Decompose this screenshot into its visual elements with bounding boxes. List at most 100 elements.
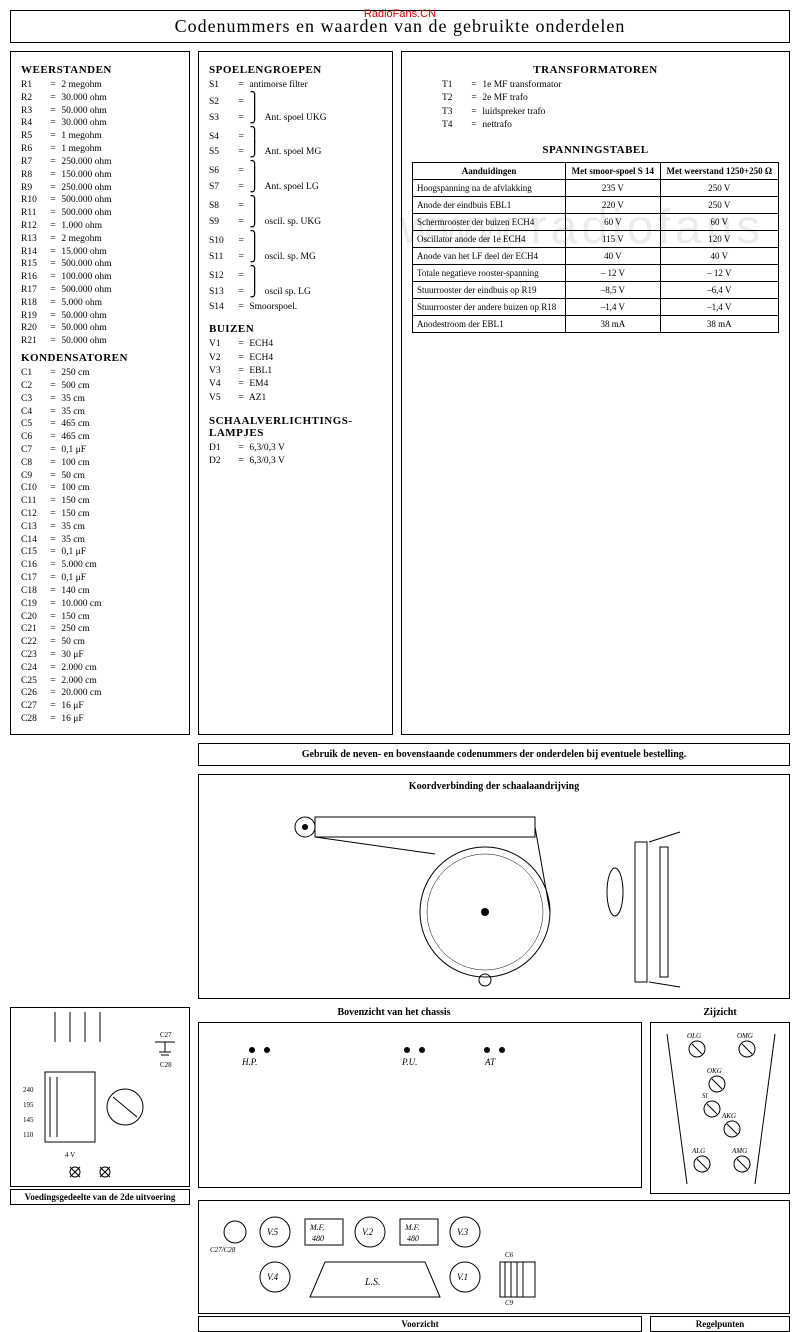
svg-text:OLG: OLG — [687, 1032, 701, 1040]
svg-text:ALG: ALG — [691, 1147, 705, 1155]
table-cell: 60 V — [566, 214, 660, 231]
table-cell: Totale negatieve rooster-spanning — [413, 265, 566, 282]
list-item: R21= 50.000 ohm — [21, 335, 179, 348]
list-item: C23= 30 μF — [21, 649, 179, 662]
table-cell: – 12 V — [566, 265, 660, 282]
note-box: Gebruik de neven- en bovenstaande codenu… — [198, 743, 790, 766]
table-cell: –6,4 V — [660, 282, 778, 299]
list-item: R14= 15.000 ohm — [21, 246, 179, 259]
list-item: C18= 140 cm — [21, 585, 179, 598]
list-item: T1= 1e MF transformator — [442, 79, 779, 92]
table-cell: 115 V — [566, 231, 660, 248]
svg-text:C27: C27 — [160, 1031, 172, 1039]
list-item: C28= 16 μF — [21, 713, 179, 726]
list-item: C6= 465 cm — [21, 431, 179, 444]
spanning-title: SPANNINGSTABEL — [412, 144, 779, 156]
table-cell: –8,5 V — [566, 282, 660, 299]
svg-text:V.4: V.4 — [267, 1272, 279, 1282]
chassis-front-svg: C27/C28 V.5 M.F.480 V.2 M.F.480 V.3 V.4 … — [205, 1207, 783, 1307]
svg-text:AKG: AKG — [721, 1112, 736, 1120]
table-cell: Anode van het LF deel der ECH4 — [413, 248, 566, 265]
list-item: C16= 5.000 cm — [21, 559, 179, 572]
list-item: S5= ⎭ Ant. spoel MG — [209, 142, 382, 161]
list-item: C5= 465 cm — [21, 418, 179, 431]
list-item: S13= ⎭ oscil sp. LG — [209, 282, 382, 301]
svg-text:4 V: 4 V — [65, 1151, 75, 1159]
list-item: R8= 150.000 ohm — [21, 169, 179, 182]
trafo-list: T1= 1e MF transformatorT2= 2e MF trafoT3… — [442, 79, 779, 132]
spoelen-title: SPOELENGROEPEN — [209, 64, 382, 76]
circuit-col: 240 195 145 110 4 V C27 C28 Voedingsgede… — [10, 1007, 190, 1332]
voorzicht-label: Voorzicht — [198, 1316, 642, 1332]
list-item: C4= 35 cm — [21, 406, 179, 419]
table-row: Anode van het LF deel der ECH440 V40 V — [413, 248, 779, 265]
svg-text:C27/C28: C27/C28 — [210, 1246, 236, 1254]
weerstanden-title: WEERSTANDEN — [21, 64, 179, 76]
svg-text:V.2: V.2 — [362, 1227, 374, 1237]
list-item: R13= 2 megohm — [21, 233, 179, 246]
list-item: V2= ECH4 — [209, 352, 382, 365]
list-item: V4= EM4 — [209, 378, 382, 391]
svg-text:M.F.: M.F. — [309, 1223, 325, 1232]
table-cell: Stuurrooster der andere buizen op R18 — [413, 299, 566, 316]
svg-text:145: 145 — [23, 1116, 34, 1124]
bottom-row: 240 195 145 110 4 V C27 C28 Voedingsgede… — [10, 1007, 790, 1332]
list-item: S11= ⎭ oscil. sp. MG — [209, 247, 382, 266]
table-cell: Anode der eindbuis EBL1 — [413, 197, 566, 214]
col-weerstanden: WEERSTANDEN R1= 2 megohmR2= 30.000 ohmR3… — [10, 51, 190, 735]
list-item: C25= 2.000 cm — [21, 675, 179, 688]
list-item: R19= 50.000 ohm — [21, 310, 179, 323]
svg-text:V.3: V.3 — [457, 1227, 469, 1237]
circuit-svg: 240 195 145 110 4 V C27 C28 — [15, 1012, 185, 1182]
svg-text:110: 110 — [23, 1131, 34, 1139]
list-item: C27= 16 μF — [21, 700, 179, 713]
list-item: R1= 2 megohm — [21, 79, 179, 92]
table-cell: 250 V — [660, 197, 778, 214]
list-item: C14= 35 cm — [21, 534, 179, 547]
svg-text:C9: C9 — [505, 1299, 514, 1307]
table-cell: 235 V — [566, 180, 660, 197]
kondensatoren-list: C1= 250 cmC2= 500 cmC3= 35 cmC4= 35 cmC5… — [21, 367, 179, 726]
note-text: Gebruik de neven- en bovenstaande codenu… — [302, 749, 687, 760]
voeding-label: Voedingsgedeelte van de 2de uitvoering — [10, 1189, 190, 1205]
table-cell: 250 V — [660, 180, 778, 197]
list-item: S7= ⎭ Ant. spoel LG — [209, 177, 382, 196]
list-item: S9= ⎭ oscil. sp. UKG — [209, 212, 382, 231]
svg-text:OMG: OMG — [737, 1032, 753, 1040]
list-item: T3= luidspreker trafo — [442, 106, 779, 119]
list-item: R12= 1.000 ohm — [21, 220, 179, 233]
table-cell: 38 mA — [566, 316, 660, 333]
list-item: R11= 500.000 ohm — [21, 207, 179, 220]
table-cell: Anodestroom der EBL1 — [413, 316, 566, 333]
table-cell: –1,4 V — [660, 299, 778, 316]
weerstanden-list: R1= 2 megohmR2= 30.000 ohmR3= 50.000 ohm… — [21, 79, 179, 348]
list-item: C12= 150 cm — [21, 508, 179, 521]
svg-text:480: 480 — [312, 1234, 324, 1243]
buizen-title: BUIZEN — [209, 323, 382, 335]
list-item: T4= nettrafo — [442, 119, 779, 132]
list-item: C21= 250 cm — [21, 623, 179, 636]
table-cell: – 12 V — [660, 265, 778, 282]
at-label: AT — [484, 1057, 496, 1067]
table-header: Aanduidingen — [413, 163, 566, 180]
list-item: C7= 0,1 μF — [21, 444, 179, 457]
list-item: C3= 35 cm — [21, 393, 179, 406]
table-row: Anodestroom der EBL138 mA38 mA — [413, 316, 779, 333]
list-item: T2= 2e MF trafo — [442, 92, 779, 105]
list-item: C8= 100 cm — [21, 457, 179, 470]
list-item: R15= 500.000 ohm — [21, 258, 179, 271]
table-row: Anode der eindbuis EBL1220 V250 V — [413, 197, 779, 214]
table-row: Stuurrooster der andere buizen op R18 –1,… — [413, 299, 779, 316]
col-spoelen: SPOELENGROEPEN S1= antimorse filterS2= ⎫… — [198, 51, 393, 735]
list-item: C13= 35 cm — [21, 521, 179, 534]
list-item: C20= 150 cm — [21, 611, 179, 624]
list-item: C11= 150 cm — [21, 495, 179, 508]
list-item: R2= 30.000 ohm — [21, 92, 179, 105]
chassis-group: Bovenzicht van het chassis Zijzicht H.P.… — [198, 1007, 790, 1332]
main-grid: WEERSTANDEN R1= 2 megohmR2= 30.000 ohmR3… — [10, 51, 790, 735]
svg-text:M.F.: M.F. — [404, 1223, 420, 1232]
regelpunten-label: Regelpunten — [650, 1316, 790, 1332]
buizen-list: V1= ECH4V2= ECH4V3= EBL1V4= EM4V5= AZ1 — [209, 338, 382, 404]
chassis-top-title: Bovenzicht van het chassis — [337, 1007, 450, 1018]
list-item: R20= 50.000 ohm — [21, 322, 179, 335]
